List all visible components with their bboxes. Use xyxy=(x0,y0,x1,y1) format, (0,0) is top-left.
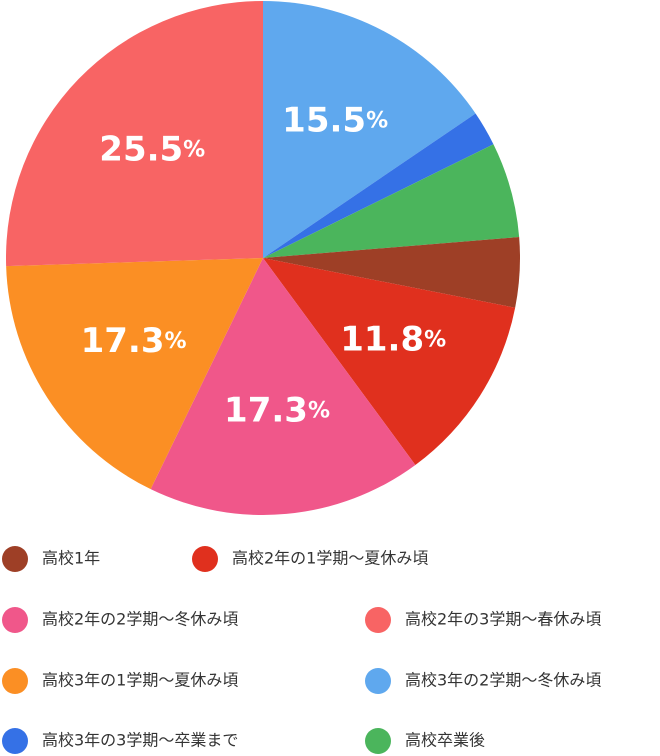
legend-swatch xyxy=(365,668,391,694)
legend-swatch xyxy=(2,728,28,754)
pie-slice xyxy=(263,258,516,465)
legend-swatch xyxy=(365,728,391,754)
legend-swatch xyxy=(2,607,28,633)
pie-slice xyxy=(150,258,416,515)
pie-slice xyxy=(263,1,476,258)
slice-label: 25.5% xyxy=(99,129,205,169)
legend-label: 高校3年の1学期〜夏休み頃 xyxy=(42,671,238,690)
pie-slice xyxy=(6,258,264,490)
slice-label: 15.5% xyxy=(282,100,388,140)
pie-slice xyxy=(5,1,263,267)
pie-slice xyxy=(263,113,494,258)
legend-label: 高校卒業後 xyxy=(405,731,485,750)
legend-swatch xyxy=(2,546,28,572)
legend-label: 高校2年の2学期〜冬休み頃 xyxy=(42,610,238,629)
legend-label: 高校2年の1学期〜夏休み頃 xyxy=(232,549,428,568)
slice-label: 17.3% xyxy=(224,390,330,430)
slice-label: 17.3% xyxy=(81,320,187,360)
legend-label: 高校2年の3学期〜春休み頃 xyxy=(405,610,601,629)
legend-swatch xyxy=(192,546,218,572)
pie-slice xyxy=(263,237,520,308)
legend-label: 高校3年の2学期〜冬休み頃 xyxy=(405,671,601,690)
legend-swatch xyxy=(365,607,391,633)
legend-label: 高校3年の3学期〜卒業まで xyxy=(42,731,238,750)
legend-label: 高校1年 xyxy=(42,549,100,568)
legend-swatch xyxy=(2,668,28,694)
slice-label: 11.8% xyxy=(340,319,446,359)
pie-slice xyxy=(263,144,520,258)
